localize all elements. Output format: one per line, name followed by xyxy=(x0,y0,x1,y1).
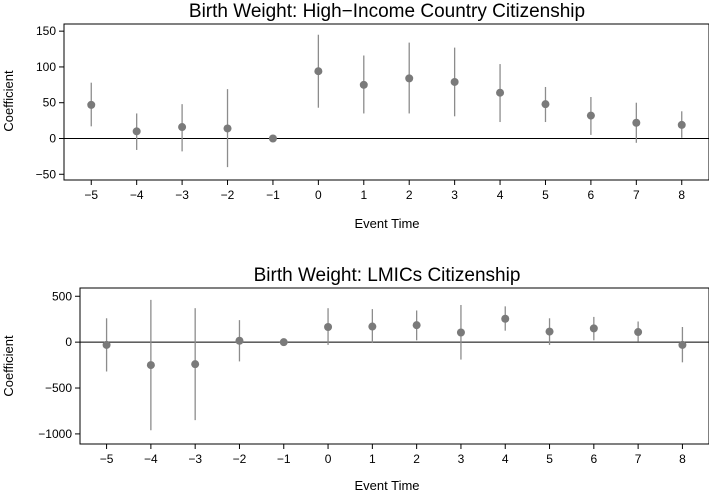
y-axis-label: Coefficient xyxy=(1,70,16,132)
coefficient-point xyxy=(279,338,288,347)
x-tick-label: 2 xyxy=(413,452,420,466)
x-tick-label: 3 xyxy=(458,452,465,466)
coefficient-point xyxy=(501,314,510,323)
chart-title: Birth Weight: LMICs Citizenship xyxy=(254,265,521,286)
coefficient-point xyxy=(191,360,200,369)
x-tick-label: 7 xyxy=(633,188,640,202)
x-tick-label: −2 xyxy=(221,188,235,202)
coefficient-point xyxy=(456,328,465,337)
x-tick-label: −4 xyxy=(130,188,144,202)
coefficient-point xyxy=(496,88,505,97)
x-tick-label: −4 xyxy=(144,452,158,466)
x-tick-label: 3 xyxy=(451,188,458,202)
coefficient-point xyxy=(102,340,111,349)
panel-high-income: Birth Weight: High−Income Country Citize… xyxy=(1,1,709,231)
axis-ticks: −1000 −500 0 500 −5 −4 −3 −2 −1 0 1 2 3 4 5 6 7 8 xyxy=(38,289,686,466)
coefficient-point xyxy=(268,134,277,143)
x-tick-label: 4 xyxy=(502,452,509,466)
x-tick-label: 1 xyxy=(360,188,367,202)
x-tick-label: −5 xyxy=(100,452,114,466)
y-tick-label: 0 xyxy=(49,131,56,145)
x-tick-label: 0 xyxy=(325,452,332,466)
x-axis-label: Event Time xyxy=(354,216,419,231)
coefficient-point xyxy=(235,336,244,345)
y-tick-label: −500 xyxy=(45,381,72,395)
coefficient-point xyxy=(368,322,377,331)
x-tick-label: 5 xyxy=(546,452,553,466)
coefficient-point xyxy=(412,321,421,330)
y-axis-label: Coefficient xyxy=(1,335,16,397)
coefficient-point xyxy=(678,340,687,349)
plot-frame xyxy=(63,23,709,181)
x-tick-label: −2 xyxy=(233,452,247,466)
x-tick-label: 1 xyxy=(369,452,376,466)
y-tick-label: 500 xyxy=(52,289,72,303)
axis-ticks: −50 0 50 100 150 −5 −4 −3 −2 −1 0 1 2 3 4 5 6 7 8 xyxy=(36,24,686,202)
coefficient-point xyxy=(634,328,643,337)
x-tick-label: 8 xyxy=(678,188,685,202)
coefficient-point xyxy=(541,100,550,109)
x-tick-label: 7 xyxy=(635,452,642,466)
coefficient-point xyxy=(223,124,232,133)
x-tick-label: −1 xyxy=(266,188,280,202)
coefficient-point xyxy=(314,67,323,76)
coefficient-point xyxy=(545,327,554,336)
x-tick-label: −1 xyxy=(277,452,291,466)
x-tick-label: 2 xyxy=(406,188,413,202)
x-tick-label: −3 xyxy=(188,452,202,466)
x-tick-label: −5 xyxy=(84,188,98,202)
data-marks xyxy=(80,299,709,431)
data-marks xyxy=(64,34,709,168)
y-tick-label: 0 xyxy=(65,335,72,349)
x-tick-label: 4 xyxy=(497,188,504,202)
coefficient-point xyxy=(87,100,96,109)
coefficient-point xyxy=(450,77,459,86)
coefficient-point xyxy=(132,127,141,136)
x-tick-label: 5 xyxy=(542,188,549,202)
coefficient-point xyxy=(359,80,368,89)
coefficient-point xyxy=(677,120,686,129)
x-tick-label: 6 xyxy=(588,188,595,202)
y-tick-label: −50 xyxy=(36,167,57,181)
coefficient-point xyxy=(405,74,414,83)
chart-title: Birth Weight: High−Income Country Citize… xyxy=(189,1,585,22)
x-tick-label: 8 xyxy=(679,452,686,466)
x-tick-label: 0 xyxy=(315,188,322,202)
coefficient-point xyxy=(146,361,155,370)
panel-lmics: Birth Weight: LMICs Citizenship Coeffici… xyxy=(1,265,709,493)
plot-frame xyxy=(79,287,709,445)
x-axis-label: Event Time xyxy=(354,478,419,493)
y-tick-label: −1000 xyxy=(38,427,72,441)
x-tick-label: 6 xyxy=(590,452,597,466)
y-tick-label: 100 xyxy=(36,60,56,74)
y-tick-label: 50 xyxy=(43,96,57,110)
coefficient-point xyxy=(586,111,595,120)
coefficient-point xyxy=(324,323,333,331)
coefficient-point xyxy=(632,118,641,127)
x-tick-label: −3 xyxy=(175,188,189,202)
coefficient-point xyxy=(178,123,187,132)
y-tick-label: 150 xyxy=(36,24,56,38)
coefficient-point xyxy=(589,324,598,333)
